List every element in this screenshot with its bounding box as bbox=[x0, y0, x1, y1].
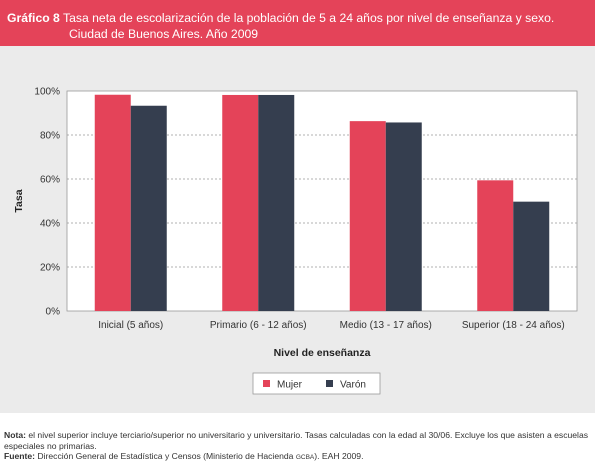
note-paragraph: Nota: el nivel superior incluye terciari… bbox=[4, 430, 592, 451]
source-paragraph: Fuente: Dirección General de Estadística… bbox=[4, 451, 592, 464]
chart-number-label: Gráfico 8 bbox=[7, 11, 60, 25]
bar-varon bbox=[130, 105, 167, 311]
y-axis-label: Tasa bbox=[13, 189, 25, 212]
bar-varon bbox=[513, 201, 550, 311]
source-label: Fuente: bbox=[4, 451, 36, 461]
source-org-abbrev: GCBA bbox=[295, 454, 315, 461]
chart-title-line1: Gráfico 8 Tasa neta de escolarización de… bbox=[7, 11, 554, 25]
note-text: el nivel superior incluye terciario/supe… bbox=[4, 430, 589, 451]
chart-panel: 0% 20% 40% 60% 80% 100% Inicial (5 años) Primar… bbox=[0, 46, 595, 413]
source-end: ). EAH 2009. bbox=[314, 451, 364, 461]
legend-label-mujer: Mujer bbox=[277, 380, 303, 391]
bar-mujer bbox=[349, 121, 386, 311]
chart-notes: Nota: el nivel superior incluye terciari… bbox=[4, 430, 592, 464]
y-tick-label: 80% bbox=[40, 131, 60, 142]
x-tick-label: Inicial (5 años) bbox=[98, 320, 163, 331]
bar-varon bbox=[258, 94, 295, 312]
bar-mujer bbox=[477, 180, 514, 311]
chart-title-line2: Ciudad de Buenos Aires. Año 2009 bbox=[69, 27, 259, 41]
bar-varon bbox=[385, 122, 422, 312]
y-tick-label: 40% bbox=[40, 219, 60, 230]
x-tick-label: Superior (18 - 24 años) bbox=[462, 320, 565, 331]
legend-label-varon: Varón bbox=[340, 380, 366, 391]
y-tick-label: 60% bbox=[40, 175, 60, 186]
y-tick-label: 100% bbox=[34, 87, 60, 98]
legend-box bbox=[252, 372, 381, 395]
bar-mujer bbox=[222, 94, 259, 312]
bar-chart: 0% 20% 40% 60% 80% 100% Inicial (5 años) Primar… bbox=[13, 87, 578, 395]
bar-mujer bbox=[94, 94, 131, 311]
x-axis-label: Nivel de enseñanza bbox=[274, 347, 371, 359]
x-tick-label: Medio (13 - 17 años) bbox=[340, 320, 432, 331]
note-label: Nota: bbox=[4, 430, 26, 440]
x-tick-label: Primario (6 - 12 años) bbox=[210, 320, 307, 331]
legend-swatch-mujer bbox=[263, 380, 270, 387]
legend-swatch-varon bbox=[326, 380, 333, 387]
source-text: Dirección General de Estadística y Censo… bbox=[37, 451, 294, 461]
chart-title-text: Tasa neta de escolarización de la poblac… bbox=[63, 11, 555, 25]
chart-header: Gráfico 8 Tasa neta de escolarización de… bbox=[0, 0, 595, 46]
y-tick-label: 0% bbox=[46, 307, 61, 318]
y-tick-label: 20% bbox=[40, 263, 60, 274]
